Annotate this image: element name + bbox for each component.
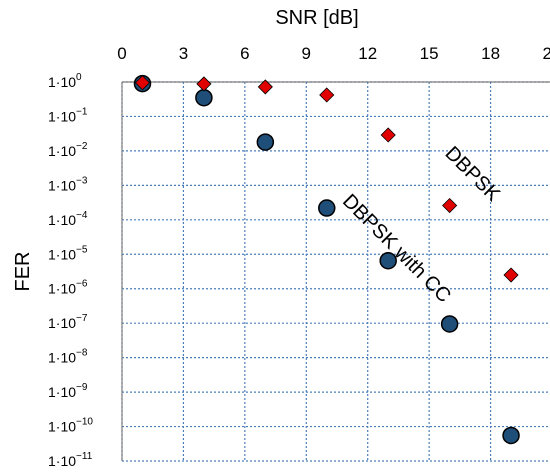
y-tick-mantissa: 1·10	[48, 281, 76, 297]
y-tick-label: 1·10−9	[48, 382, 88, 400]
y-tick-label: 1·10−8	[48, 348, 88, 366]
y-tick-exponent: 0	[76, 72, 82, 83]
x-tick-label: 15	[420, 44, 439, 63]
x-axis-title: SNR [dB]	[275, 7, 358, 29]
y-tick-mantissa: 1·10	[48, 143, 76, 159]
x-tick-label: 21	[543, 44, 550, 63]
y-tick-exponent: −7	[76, 313, 88, 324]
plot-frame	[121, 81, 550, 461]
y-tick-label: 1·10−10	[48, 417, 93, 435]
data-point-circle	[379, 251, 397, 270]
y-tick-label: 1·10−3	[48, 175, 88, 193]
data-point-diamond	[319, 87, 335, 103]
x-tick-labels: 0 3 6 9 12 15 18 21	[117, 44, 550, 63]
series-annotation: DBPSK	[441, 142, 505, 206]
y-tick-label: 1·10−2	[48, 141, 88, 159]
series-layer	[133, 74, 520, 445]
data-point-diamond	[442, 197, 458, 214]
y-tick-mantissa: 1·10	[48, 212, 76, 228]
data-point-circle	[195, 88, 213, 107]
y-tick-exponent: −11	[76, 451, 93, 462]
y-tick-exponent: −1	[76, 106, 88, 117]
data-point-diamond	[503, 267, 519, 283]
x-tick-label: 6	[240, 44, 249, 63]
y-tick-label: 1·10−4	[48, 210, 88, 228]
data-point-diamond	[196, 76, 212, 92]
y-tick-mantissa: 1·10	[48, 74, 76, 90]
data-point-circle	[256, 133, 275, 151]
series-annotation: DBPSK with CC	[338, 190, 455, 307]
y-tick-mantissa: 1·10	[48, 350, 76, 366]
series-circles	[133, 74, 520, 445]
grid-layer	[121, 81, 550, 462]
y-tick-exponent: −5	[76, 244, 88, 255]
x-tick-label: 3	[179, 44, 188, 63]
x-tick-label: 0	[117, 44, 126, 63]
y-tick-exponent: −4	[76, 210, 88, 221]
y-tick-label: 1·10−1	[48, 106, 88, 124]
y-tick-label: 1·10−7	[48, 313, 88, 331]
y-tick-mantissa: 1·10	[48, 177, 76, 193]
y-tick-exponent: −10	[76, 417, 93, 428]
y-tick-exponent: −6	[76, 279, 88, 290]
y-tick-label: 1·100	[48, 72, 82, 90]
x-tick-label: 9	[302, 44, 311, 63]
y-tick-mantissa: 1·10	[48, 246, 76, 262]
data-point-circle	[502, 426, 520, 445]
y-tick-exponent: −8	[76, 348, 88, 359]
y-tick-label: 1·10−6	[48, 279, 88, 297]
data-point-diamond	[257, 79, 273, 95]
data-point-circle	[318, 199, 336, 217]
y-axis-title: FER	[12, 252, 34, 292]
data-point-diamond	[134, 75, 151, 91]
x-tick-label: 18	[481, 44, 500, 63]
y-tick-mantissa: 1·10	[48, 453, 76, 469]
y-tick-label: 1·10−11	[48, 451, 93, 469]
x-tick-label: 12	[358, 44, 377, 63]
y-tick-exponent: −3	[76, 175, 88, 186]
data-point-circle	[440, 315, 459, 333]
y-tick-labels: 1·1001·10−11·10−21·10−31·10−41·10−51·10−…	[48, 72, 93, 469]
y-tick-mantissa: 1·10	[48, 108, 76, 124]
series-diamonds	[134, 75, 519, 283]
y-tick-exponent: −2	[76, 141, 88, 152]
y-tick-mantissa: 1·10	[48, 384, 76, 400]
y-tick-mantissa: 1·10	[48, 419, 76, 435]
y-tick-label: 1·10−5	[48, 244, 88, 262]
y-tick-mantissa: 1·10	[48, 315, 76, 331]
y-tick-exponent: −9	[76, 382, 88, 393]
data-point-diamond	[380, 127, 396, 143]
